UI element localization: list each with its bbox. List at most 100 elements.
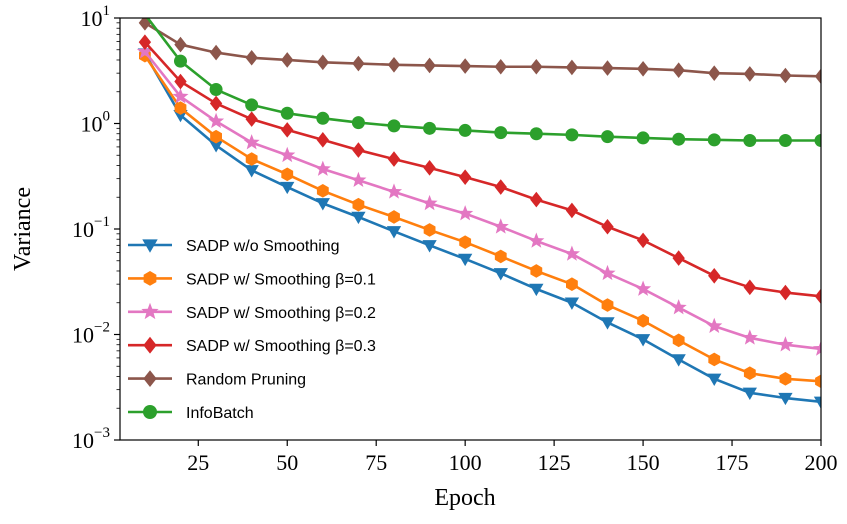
data-point xyxy=(741,329,758,345)
x-tick-label: 25 xyxy=(187,450,209,475)
legend-label: SADP w/o Smoothing xyxy=(186,238,340,255)
data-point xyxy=(814,288,821,305)
data-point xyxy=(388,210,400,224)
data-point xyxy=(422,240,437,253)
data-point xyxy=(565,59,579,76)
data-point xyxy=(708,65,721,81)
data-point xyxy=(281,167,294,182)
data-point xyxy=(208,112,225,129)
x-axis-label: Epoch xyxy=(434,485,495,511)
data-point xyxy=(174,73,187,90)
data-point xyxy=(210,129,222,144)
series-line-3 xyxy=(143,41,821,298)
data-point xyxy=(600,130,614,144)
data-point xyxy=(600,317,615,330)
data-point xyxy=(385,183,403,199)
legend: SADP w/o Smoothing SADP w/ Smoothing β=0.… xyxy=(128,238,376,422)
data-point xyxy=(458,169,472,185)
y-tick-label: 10−2 xyxy=(72,320,110,348)
x-tick-label: 150 xyxy=(627,450,660,475)
data-point xyxy=(492,218,509,234)
data-point xyxy=(281,122,294,138)
data-point xyxy=(814,134,821,147)
data-point xyxy=(316,111,330,125)
data-point xyxy=(706,317,723,333)
data-point xyxy=(315,198,330,211)
data-point xyxy=(813,396,821,409)
x-tick-label: 125 xyxy=(538,450,571,475)
data-point xyxy=(707,373,722,386)
data-point xyxy=(279,146,296,163)
data-point xyxy=(530,264,543,278)
data-point xyxy=(281,52,294,68)
data-point xyxy=(351,116,365,130)
data-point xyxy=(174,36,187,53)
data-point xyxy=(564,297,580,310)
data-point xyxy=(458,253,473,267)
data-point xyxy=(599,264,616,281)
legend-marker xyxy=(143,271,157,286)
x-axis: 25 50 75 100 125 150 175 200 xyxy=(187,440,838,475)
data-point xyxy=(743,279,757,296)
data-point xyxy=(386,226,402,239)
data-point xyxy=(245,49,258,66)
data-point xyxy=(635,280,652,296)
legend-marker xyxy=(143,336,157,354)
data-point xyxy=(459,235,472,250)
y-axis-label: Variance xyxy=(10,187,36,271)
data-point xyxy=(743,66,757,82)
data-point xyxy=(352,55,365,72)
legend-label: SADP w/ Smoothing β=0.2 xyxy=(186,305,376,322)
data-point xyxy=(174,101,187,115)
data-point xyxy=(530,58,543,75)
data-point xyxy=(208,140,224,153)
data-point xyxy=(423,223,436,237)
series-line-5 xyxy=(146,18,821,142)
data-point xyxy=(777,336,794,352)
data-point xyxy=(243,134,260,150)
data-point xyxy=(351,211,366,225)
data-point xyxy=(352,197,365,212)
x-tick-label: 200 xyxy=(805,450,838,475)
data-point xyxy=(601,60,614,76)
data-point xyxy=(244,165,259,178)
data-point xyxy=(814,68,821,85)
series-line-2 xyxy=(143,50,821,351)
y-tick-label: 100 xyxy=(81,109,111,137)
data-point xyxy=(566,277,578,291)
data-point xyxy=(779,372,792,386)
data-point xyxy=(135,3,148,16)
data-point xyxy=(493,268,508,281)
x-tick-label: 175 xyxy=(716,450,749,475)
y-tick-label: 10−1 xyxy=(72,214,110,242)
y-tick-label: 10−3 xyxy=(72,425,110,453)
x-tick-label: 75 xyxy=(365,450,387,475)
data-point xyxy=(778,134,792,148)
data-point xyxy=(314,160,331,176)
data-point xyxy=(530,191,543,208)
data-point xyxy=(707,133,721,147)
data-point xyxy=(742,387,757,400)
data-point xyxy=(635,334,651,347)
data-point xyxy=(494,249,507,264)
data-point xyxy=(423,57,436,74)
data-point xyxy=(636,61,650,77)
data-point xyxy=(708,268,721,284)
data-point xyxy=(423,160,436,176)
data-point xyxy=(671,354,686,367)
data-point xyxy=(494,179,507,195)
data-point xyxy=(245,152,258,166)
data-point xyxy=(812,340,821,356)
series-line-4 xyxy=(144,21,821,78)
data-point xyxy=(672,250,685,266)
data-point xyxy=(173,54,187,68)
data-point xyxy=(458,58,472,74)
x-tick-label: 100 xyxy=(449,450,482,475)
data-point xyxy=(636,131,650,145)
data-point xyxy=(138,18,152,31)
data-point xyxy=(350,171,367,188)
legend-label: InfoBatch xyxy=(186,405,254,422)
legend-marker xyxy=(142,239,158,253)
data-point xyxy=(316,132,329,148)
